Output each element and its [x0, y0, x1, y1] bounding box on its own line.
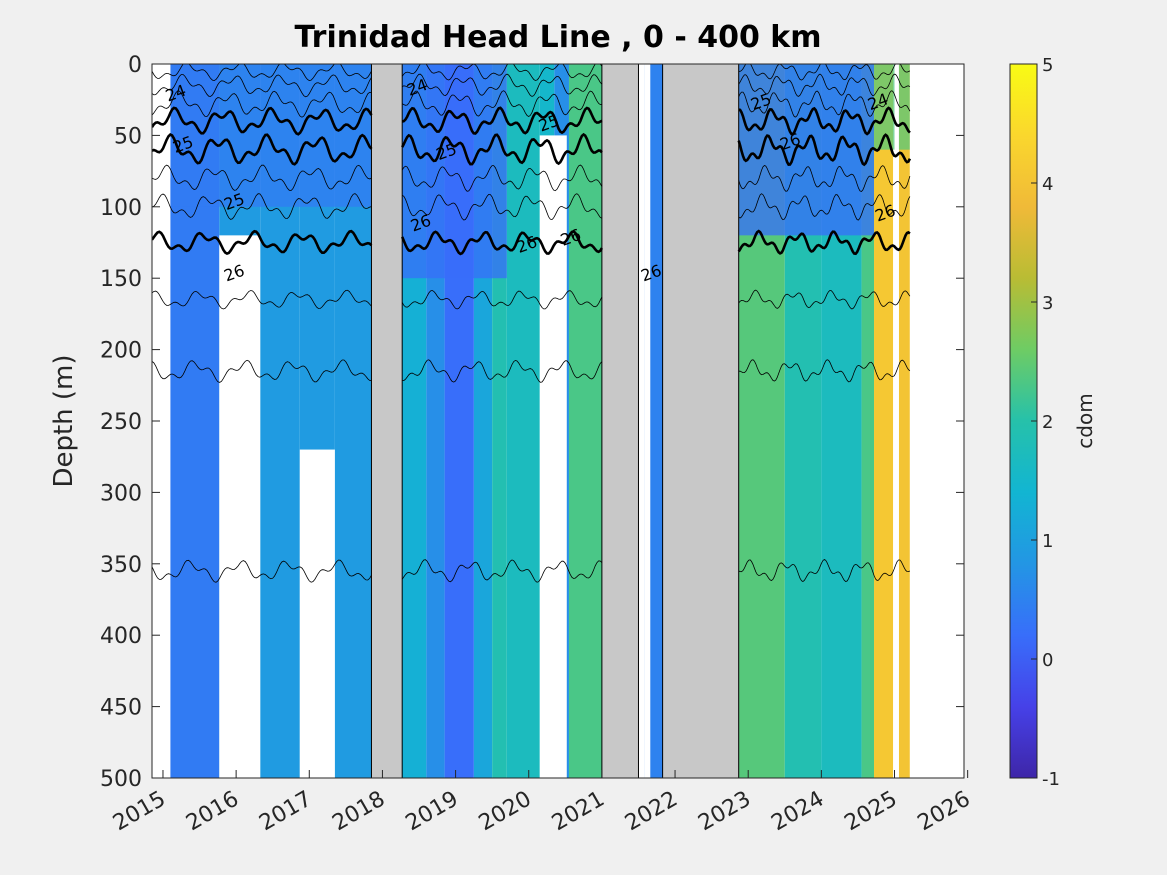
y-tick-label: 200 — [100, 339, 142, 364]
no-data-region — [219, 235, 261, 778]
colorbar-tick-label: 3 — [1042, 293, 1053, 314]
cdom-upper-layer — [170, 64, 372, 207]
x-axis: 2015 2016 2017 2018 2019 2020 2021 2022 2023 2024… — [109, 770, 975, 836]
y-tick-label: 150 — [100, 267, 142, 292]
contour-line — [738, 359, 911, 383]
data-gap-block — [601, 64, 639, 778]
contour-line — [401, 193, 603, 221]
contour-line — [738, 90, 911, 118]
chart-title: Trinidad Head Line , 0 - 400 km — [294, 20, 821, 55]
y-axis-label: Depth (m) — [49, 354, 79, 487]
y-axis: 0 50 100 150 200 250 300 350 400 450 500 — [100, 53, 964, 792]
cdom-column — [568, 64, 602, 778]
y-tick-label: 0 — [128, 53, 142, 78]
cdom-column — [898, 64, 910, 778]
contour-line — [738, 64, 911, 81]
cdom-column — [874, 64, 894, 778]
no-data-region — [299, 449, 335, 778]
contour-line — [152, 64, 372, 82]
no-data-region — [638, 64, 645, 778]
contour-line-major — [738, 106, 911, 136]
contour-line — [401, 289, 603, 310]
data-gap-block — [662, 64, 740, 778]
x-tick-label: 2026 — [914, 787, 975, 837]
contour-line — [402, 359, 603, 383]
cdom-upper-layer — [738, 64, 875, 236]
data-gap-regions — [370, 64, 740, 778]
x-tick-label: 2017 — [255, 787, 316, 837]
cdom-column — [506, 64, 540, 778]
contour-line-major — [401, 132, 603, 166]
contour-line — [401, 64, 603, 81]
cdom-column — [861, 64, 875, 778]
x-tick-label: 2021 — [548, 787, 609, 837]
colorbar-tick-label: 0 — [1042, 650, 1053, 671]
contour-line — [738, 165, 911, 192]
contour-line-major — [737, 229, 911, 256]
y-tick-label: 250 — [100, 410, 142, 435]
x-tick-label: 2023 — [694, 787, 755, 837]
y-tick-label: 400 — [100, 624, 142, 649]
contour-line-major — [152, 106, 373, 136]
colorbar-label: cdom — [1073, 393, 1097, 448]
x-tick-label: 2016 — [182, 787, 243, 837]
y-tick-label: 50 — [114, 124, 142, 149]
contour-line — [152, 289, 372, 310]
contour-line — [401, 164, 603, 192]
colorbar-tick-label: 5 — [1042, 55, 1053, 76]
contour-line — [152, 164, 372, 192]
contour-line — [738, 289, 911, 310]
x-tick-label: 2015 — [109, 787, 170, 837]
no-data-region — [894, 64, 899, 778]
contour-line-major — [152, 229, 373, 256]
x-tick-label: 2022 — [621, 787, 682, 837]
x-tick-label: 2019 — [402, 787, 463, 837]
y-tick-label: 450 — [100, 696, 142, 721]
colorbar-ticks: -1 0 1 2 3 4 5 — [1031, 55, 1060, 790]
contour-line-major — [152, 133, 373, 166]
x-tick-label: 2024 — [767, 787, 828, 837]
colorbar-tick-label: 2 — [1042, 412, 1053, 433]
y-tick-label: 350 — [100, 553, 142, 578]
colorbar-tick-label: -1 — [1042, 769, 1060, 790]
no-data-region — [909, 64, 964, 778]
colorbar-tick-label: 4 — [1042, 174, 1053, 195]
colorbar-tick-label: 1 — [1042, 531, 1053, 552]
contour-line — [402, 90, 602, 117]
y-tick-label: 300 — [100, 481, 142, 506]
data-gap-block — [370, 64, 403, 778]
contour-line — [152, 90, 372, 118]
contour-line — [402, 73, 603, 97]
contour-line — [738, 559, 911, 582]
no-data-region — [152, 64, 171, 179]
no-data-region — [644, 64, 651, 778]
y-tick-label: 500 — [100, 767, 142, 792]
contour-line — [401, 559, 603, 583]
contour-line — [152, 193, 372, 220]
contour-line — [152, 559, 372, 583]
contour-line-major — [737, 133, 912, 167]
cdom-column — [650, 64, 663, 778]
y-tick-label: 100 — [100, 196, 142, 221]
x-tick-label: 2025 — [841, 787, 902, 837]
x-tick-label: 2018 — [328, 787, 389, 837]
colorbar: -1 0 1 2 3 4 5 cdom — [1009, 55, 1097, 790]
contour-line — [152, 359, 372, 383]
contour-line-major — [402, 106, 603, 135]
contour-line — [152, 74, 372, 98]
contour-line — [738, 73, 911, 97]
contour-line-major — [400, 230, 604, 256]
no-data-regions — [152, 64, 964, 778]
x-tick-label: 2020 — [475, 787, 536, 837]
contour-line — [738, 193, 911, 221]
